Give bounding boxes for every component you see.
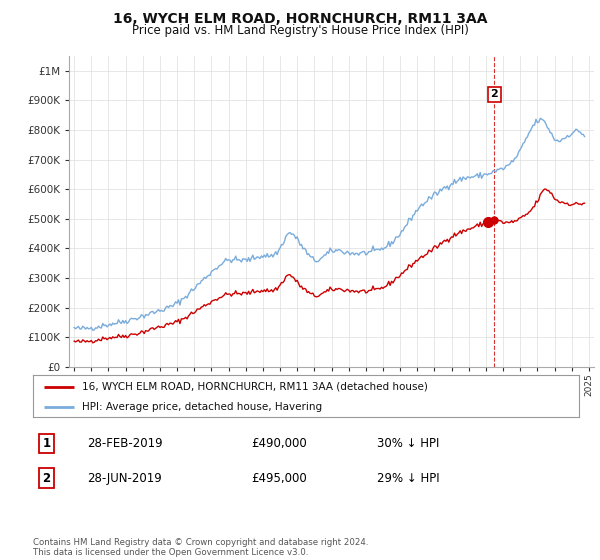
Text: HPI: Average price, detached house, Havering: HPI: Average price, detached house, Have… <box>82 402 322 412</box>
Text: 1: 1 <box>43 437 51 450</box>
Text: £490,000: £490,000 <box>251 437 307 450</box>
Text: Price paid vs. HM Land Registry's House Price Index (HPI): Price paid vs. HM Land Registry's House … <box>131 24 469 36</box>
Text: 16, WYCH ELM ROAD, HORNCHURCH, RM11 3AA (detached house): 16, WYCH ELM ROAD, HORNCHURCH, RM11 3AA … <box>82 381 428 391</box>
Text: 30% ↓ HPI: 30% ↓ HPI <box>377 437 439 450</box>
Text: 2: 2 <box>491 90 499 100</box>
Text: 29% ↓ HPI: 29% ↓ HPI <box>377 472 440 484</box>
Text: 28-JUN-2019: 28-JUN-2019 <box>88 472 163 484</box>
Text: £495,000: £495,000 <box>251 472 307 484</box>
Text: 28-FEB-2019: 28-FEB-2019 <box>88 437 163 450</box>
Text: 2: 2 <box>43 472 51 484</box>
Text: 16, WYCH ELM ROAD, HORNCHURCH, RM11 3AA: 16, WYCH ELM ROAD, HORNCHURCH, RM11 3AA <box>113 12 487 26</box>
Text: Contains HM Land Registry data © Crown copyright and database right 2024.
This d: Contains HM Land Registry data © Crown c… <box>33 538 368 557</box>
